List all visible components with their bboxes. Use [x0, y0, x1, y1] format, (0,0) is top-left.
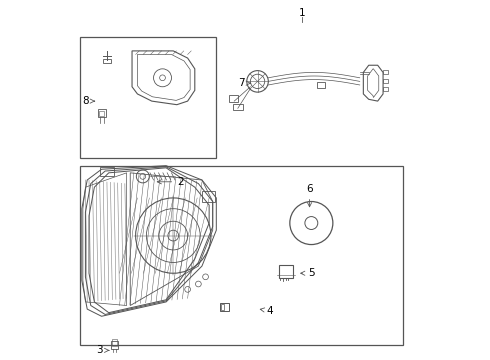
- Bar: [80, 37, 216, 158]
- Bar: [99, 111, 104, 116]
- Text: 1: 1: [299, 8, 306, 18]
- Bar: [112, 339, 117, 346]
- Text: 4: 4: [260, 306, 273, 316]
- Text: 3: 3: [97, 345, 109, 355]
- Text: 8: 8: [82, 96, 95, 106]
- Text: 7: 7: [238, 78, 250, 88]
- Bar: [111, 341, 119, 348]
- Bar: [80, 166, 403, 345]
- Bar: [233, 104, 243, 110]
- Bar: [383, 87, 388, 91]
- Bar: [279, 265, 293, 278]
- Bar: [103, 59, 111, 63]
- Bar: [383, 79, 388, 83]
- Bar: [202, 191, 215, 202]
- Bar: [220, 303, 229, 311]
- Bar: [100, 167, 114, 176]
- Text: 6: 6: [306, 184, 313, 207]
- Text: 5: 5: [301, 268, 315, 278]
- Text: 2: 2: [157, 177, 184, 187]
- Bar: [317, 82, 324, 88]
- Bar: [98, 109, 106, 117]
- Bar: [229, 95, 238, 102]
- Bar: [383, 70, 388, 74]
- Bar: [220, 304, 224, 310]
